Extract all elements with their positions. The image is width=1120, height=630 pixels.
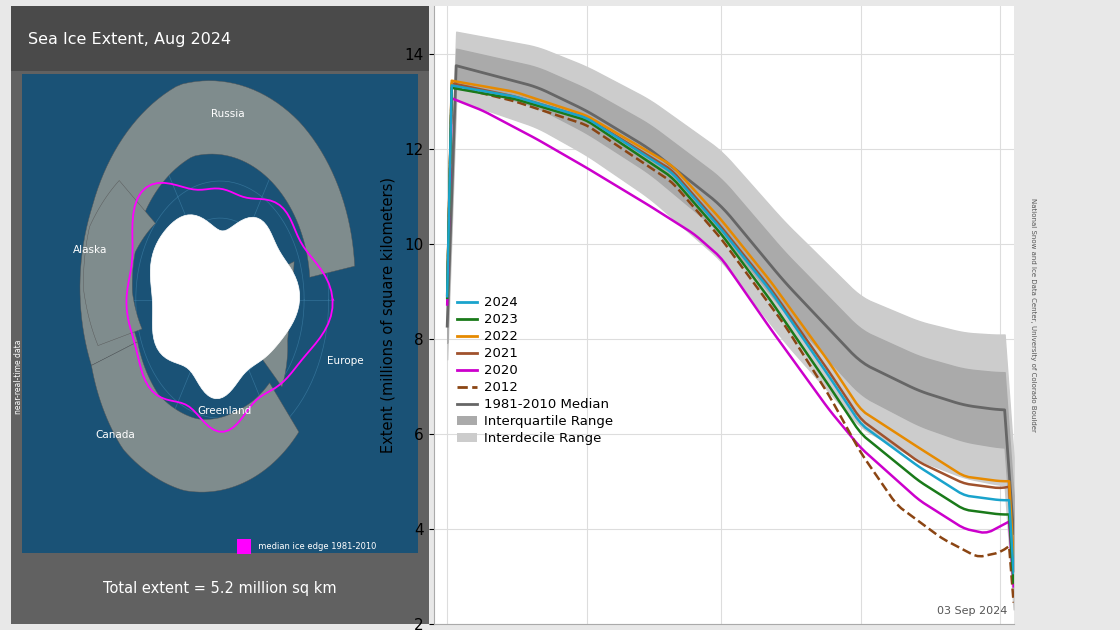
Text: National Snow and Ice Data Center, University of Colorado Boulder: National Snow and Ice Data Center, Unive…	[1029, 198, 1036, 432]
Y-axis label: Extent (millions of square kilometers): Extent (millions of square kilometers)	[382, 177, 396, 453]
Text: Russia: Russia	[212, 110, 245, 119]
Text: Greenland: Greenland	[197, 406, 251, 416]
Polygon shape	[92, 342, 299, 492]
Legend: 2024, 2023, 2022, 2021, 2020, 2012, 1981-2010 Median, Interquartile Range, Inter: 2024, 2023, 2022, 2021, 2020, 2012, 1981…	[451, 291, 618, 450]
Text: Alaska: Alaska	[73, 245, 108, 255]
Text: Europe: Europe	[327, 357, 364, 366]
Bar	[236, 539, 251, 554]
Text: Canada: Canada	[95, 430, 136, 440]
Text: near-real-time data: near-real-time data	[13, 340, 22, 414]
Bar	[11, 6, 429, 71]
Text: Total extent = 5.2 million sq km: Total extent = 5.2 million sq km	[103, 581, 337, 596]
Polygon shape	[80, 81, 355, 365]
Bar	[21, 74, 418, 553]
Text: National Snow and Ice Data Center, University of Colorado Boulder: National Snow and Ice Data Center, Unive…	[442, 198, 448, 432]
Text: median ice edge 1981-2010: median ice edge 1981-2010	[253, 542, 376, 551]
Polygon shape	[244, 261, 295, 387]
Polygon shape	[83, 181, 156, 346]
Polygon shape	[150, 215, 300, 399]
Text: Sea Ice Extent, Aug 2024: Sea Ice Extent, Aug 2024	[28, 32, 231, 47]
Text: 03 Sep 2024: 03 Sep 2024	[937, 605, 1008, 616]
